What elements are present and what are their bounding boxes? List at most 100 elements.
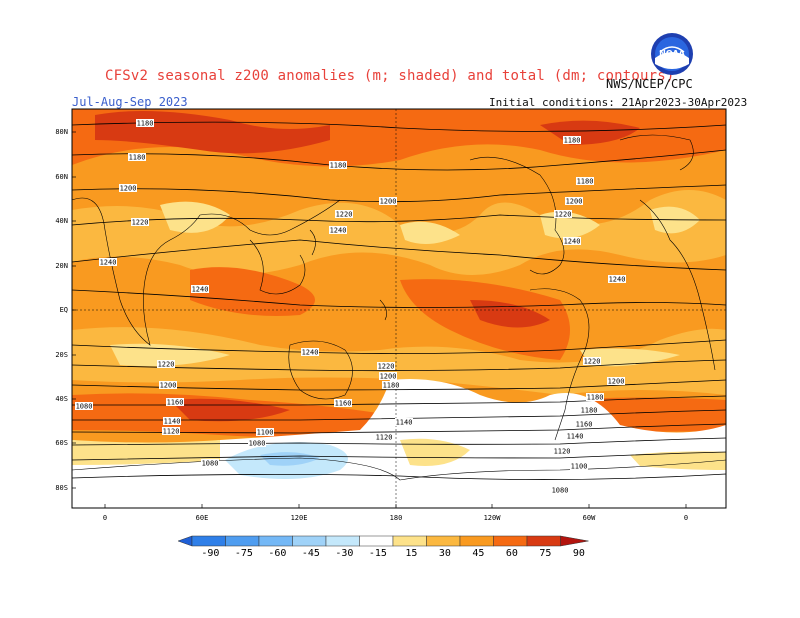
legend-swatch [426, 535, 461, 547]
lat-label: 20S [55, 351, 68, 359]
contour-label: 1200 [380, 373, 397, 381]
legend-swatch [359, 535, 394, 547]
contour-label-bg [566, 432, 584, 440]
graticule [72, 109, 726, 508]
legend-label: 45 [472, 548, 484, 559]
contour-label: 1240 [564, 238, 581, 246]
contour-label-bg [191, 285, 209, 293]
contour-label: 1160 [167, 399, 184, 407]
contour-label: 1120 [554, 448, 571, 456]
contour-label: 1240 [330, 227, 347, 235]
lon-label: 0 [103, 514, 107, 522]
contour-label: 1220 [378, 363, 395, 371]
contour-label: 1220 [132, 219, 149, 227]
contour-label-bg [301, 348, 319, 356]
agency-label: NWS/NCEP/CPC [606, 77, 693, 91]
contour-label: 1080 [202, 460, 219, 468]
contour-label-bg [128, 153, 146, 161]
contour-label-bg [382, 381, 400, 389]
contour-label: 1120 [163, 428, 180, 436]
contour-label-bg [75, 402, 93, 410]
contour-label: 1200 [380, 198, 397, 206]
contour-label: 1080 [249, 440, 266, 448]
contour-label: 1160 [335, 400, 352, 408]
lon-label: 60E [196, 514, 209, 522]
legend-swatch [493, 535, 528, 547]
lat-label: EQ [60, 306, 68, 314]
contour-label: 1180 [330, 162, 347, 170]
contour-label: 1220 [584, 358, 601, 366]
legend-label: -75 [235, 548, 253, 559]
forecast-period: Jul-Aug-Sep 2023 [72, 95, 188, 109]
contour-label-bg [248, 439, 266, 447]
contour-label-bg [334, 399, 352, 407]
height-contours [72, 121, 726, 480]
noaa-logo-text: NOAA [659, 49, 685, 58]
contour-label-bg [395, 418, 413, 426]
contour-label: 1180 [137, 120, 154, 128]
contour-label-bg [163, 417, 181, 425]
contour-label-bg [580, 406, 598, 414]
contour-label-bg [329, 226, 347, 234]
legend-label: 15 [405, 548, 417, 559]
contour-label-bg [608, 275, 626, 283]
contour-label-bg [583, 357, 601, 365]
lat-label: 20N [55, 262, 68, 270]
contour-labels: 1180118012001220124012401180122012401200… [75, 119, 626, 495]
contour-label-bg [379, 372, 397, 380]
contour-label: 1220 [158, 361, 175, 369]
contour-label-bg [377, 362, 395, 370]
lon-label: 180 [390, 514, 403, 522]
lon-axis: 0 60E 120E 180 120W 60W 0 [103, 504, 688, 522]
contour-label: 1240 [609, 276, 626, 284]
contour-label: 1180 [383, 382, 400, 390]
contour-label-bg [157, 360, 175, 368]
contour-label-bg [375, 433, 393, 441]
contour-label: 1200 [160, 382, 177, 390]
lon-label: 120W [484, 514, 502, 522]
contour-label-bg [99, 258, 117, 266]
legend-swatch [292, 535, 327, 547]
contour-label: 1140 [396, 419, 413, 427]
contour-label-bg [607, 377, 625, 385]
legend-arrow-left [177, 535, 193, 547]
noaa-logo: NOAA [651, 33, 693, 75]
contour-label: 1220 [336, 211, 353, 219]
contour-label-bg [565, 197, 583, 205]
contour-label: 1180 [577, 178, 594, 186]
contour-label: 1180 [564, 137, 581, 145]
legend-label: -60 [268, 548, 286, 559]
lat-label: 40N [55, 217, 68, 225]
contour-label-bg [563, 136, 581, 144]
contour-label-bg [570, 462, 588, 470]
contour-label: 1200 [120, 185, 137, 193]
contour-label: 1200 [608, 378, 625, 386]
contour-label-bg [131, 218, 149, 226]
contour-label-bg [162, 427, 180, 435]
shading-layer [72, 109, 726, 508]
contour-label-bg [551, 486, 569, 494]
legend-swatch [526, 535, 561, 547]
contour-label-bg [554, 210, 572, 218]
lon-label: 120E [291, 514, 308, 522]
lat-label: 60N [55, 173, 68, 181]
contour-label-bg [329, 161, 347, 169]
lat-label: 80S [55, 484, 68, 492]
legend-label: 60 [506, 548, 518, 559]
contour-label-bg [136, 119, 154, 127]
contour-label-bg [576, 177, 594, 185]
contour-label: 1240 [302, 349, 319, 357]
contour-label: 1100 [257, 429, 274, 437]
legend-label: 75 [539, 548, 551, 559]
contour-label: 1140 [567, 433, 584, 441]
legend-swatch [459, 535, 494, 547]
legend-label: -90 [201, 548, 219, 559]
legend-swatch [392, 535, 427, 547]
color-legend: -90 -75 -60 -45 -30 -15 15 30 45 60 75 90 [177, 535, 589, 559]
legend-swatch [325, 535, 360, 547]
contour-label: 1100 [571, 463, 588, 471]
legend-label: 90 [573, 548, 585, 559]
lon-label: 0 [684, 514, 688, 522]
contour-label: 1240 [100, 259, 117, 267]
